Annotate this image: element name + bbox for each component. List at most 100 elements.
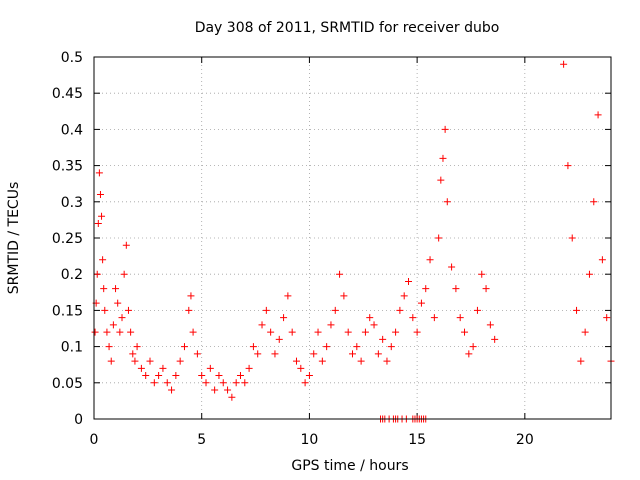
data-point bbox=[437, 176, 445, 184]
data-point bbox=[99, 256, 107, 264]
data-point bbox=[327, 321, 335, 329]
data-point bbox=[331, 306, 339, 314]
data-point bbox=[379, 335, 387, 343]
data-point bbox=[116, 328, 124, 336]
data-point bbox=[336, 270, 344, 278]
data-point bbox=[146, 357, 154, 365]
x-tick-label: 20 bbox=[516, 432, 534, 448]
data-point bbox=[120, 270, 128, 278]
data-point bbox=[262, 306, 270, 314]
data-point bbox=[271, 350, 279, 358]
data-point bbox=[176, 357, 184, 365]
data-point bbox=[100, 285, 108, 293]
data-point bbox=[594, 111, 602, 119]
data-point bbox=[310, 350, 318, 358]
data-point bbox=[422, 285, 430, 293]
data-point bbox=[127, 328, 135, 336]
data-point bbox=[172, 372, 180, 380]
y-axis-label: SRMTID / TECUs bbox=[6, 182, 22, 295]
data-point bbox=[456, 314, 464, 322]
data-point bbox=[465, 350, 473, 358]
y-tick-label: 0.15 bbox=[52, 303, 83, 319]
y-tick-label: 0.1 bbox=[61, 340, 83, 356]
data-points bbox=[91, 60, 615, 423]
data-point bbox=[107, 357, 115, 365]
data-point bbox=[461, 328, 469, 336]
data-point bbox=[292, 357, 300, 365]
data-point bbox=[96, 191, 104, 199]
data-point bbox=[211, 386, 219, 394]
y-axis: 0 0.05 0.1 0.15 0.2 0.25 0.3 0.35 0.4 0.45 0.5 bbox=[52, 50, 611, 428]
data-point bbox=[284, 292, 292, 300]
y-tick-label: 0.3 bbox=[61, 195, 83, 211]
data-point bbox=[568, 234, 576, 242]
data-point bbox=[198, 372, 206, 380]
data-point bbox=[219, 379, 227, 387]
data-point bbox=[105, 343, 113, 351]
data-point bbox=[189, 328, 197, 336]
data-point bbox=[392, 328, 400, 336]
x-tick-label: 15 bbox=[408, 432, 426, 448]
data-point bbox=[118, 314, 126, 322]
y-tick-label: 0.25 bbox=[52, 231, 83, 247]
data-point bbox=[129, 350, 137, 358]
x-axis: 0 5 10 15 20 bbox=[90, 57, 534, 448]
data-point bbox=[150, 379, 158, 387]
y-tick-label: 0.5 bbox=[61, 50, 83, 66]
data-point bbox=[163, 379, 171, 387]
data-point bbox=[224, 386, 232, 394]
x-tick-label: 0 bbox=[90, 432, 99, 448]
data-point bbox=[374, 350, 382, 358]
data-point bbox=[131, 357, 139, 365]
data-point bbox=[301, 379, 309, 387]
data-point bbox=[314, 328, 322, 336]
data-point bbox=[435, 234, 443, 242]
data-point bbox=[98, 212, 106, 220]
data-point bbox=[103, 328, 111, 336]
y-tick-label: 0.45 bbox=[52, 86, 83, 102]
data-point bbox=[439, 154, 447, 162]
data-point bbox=[91, 328, 99, 336]
x-tick-label: 5 bbox=[197, 432, 206, 448]
data-point bbox=[215, 372, 223, 380]
data-point bbox=[114, 299, 122, 307]
data-point bbox=[603, 314, 611, 322]
plot-frame bbox=[93, 56, 612, 420]
data-point bbox=[581, 328, 589, 336]
data-point bbox=[288, 328, 296, 336]
y-tick-label: 0.35 bbox=[52, 159, 83, 175]
data-point bbox=[94, 220, 102, 228]
data-point bbox=[245, 364, 253, 372]
data-point bbox=[323, 343, 331, 351]
data-point bbox=[101, 306, 109, 314]
data-point bbox=[193, 350, 201, 358]
data-point bbox=[258, 321, 266, 329]
data-point bbox=[443, 198, 451, 206]
data-point bbox=[491, 335, 499, 343]
data-point bbox=[142, 372, 150, 380]
data-point bbox=[366, 314, 374, 322]
data-point bbox=[353, 343, 361, 351]
data-point bbox=[383, 357, 391, 365]
data-point bbox=[232, 379, 240, 387]
data-point bbox=[185, 306, 193, 314]
data-point bbox=[430, 314, 438, 322]
data-point bbox=[409, 314, 417, 322]
data-point bbox=[405, 277, 413, 285]
x-tick-label: 10 bbox=[301, 432, 319, 448]
data-point bbox=[122, 241, 130, 249]
data-point bbox=[305, 372, 313, 380]
data-point bbox=[349, 350, 356, 358]
grid-lines bbox=[94, 57, 611, 419]
data-point bbox=[254, 350, 262, 358]
data-point bbox=[318, 357, 326, 365]
data-point bbox=[168, 386, 176, 394]
data-point bbox=[400, 292, 408, 300]
data-point bbox=[228, 393, 236, 401]
data-point bbox=[249, 343, 257, 351]
data-point bbox=[180, 343, 188, 351]
data-point bbox=[202, 379, 210, 387]
data-point bbox=[573, 306, 581, 314]
data-point bbox=[590, 198, 598, 206]
